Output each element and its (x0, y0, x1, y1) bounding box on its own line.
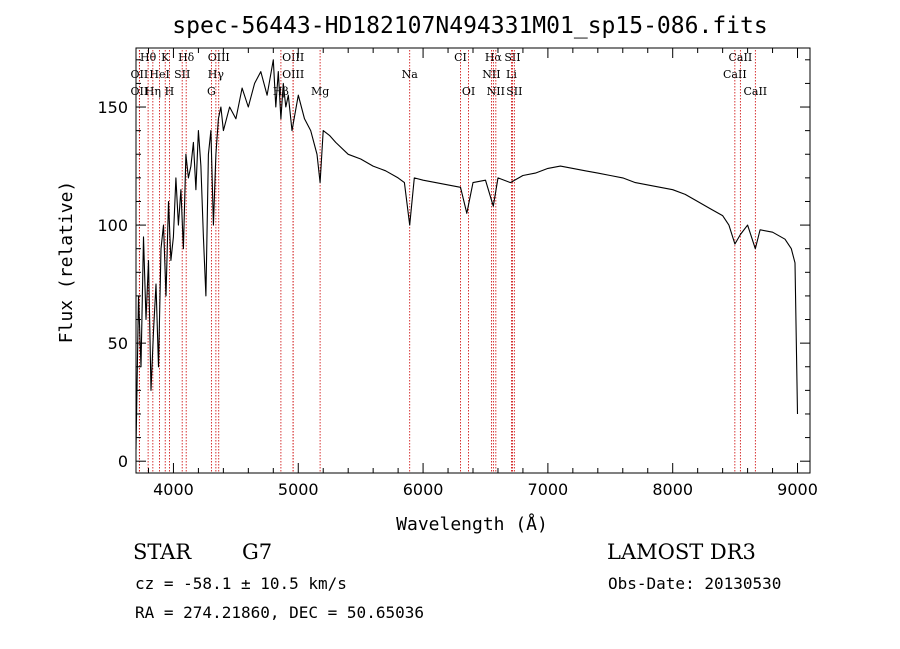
spectral-line-label: Mg (311, 85, 329, 98)
spectral-line-label: SII (504, 51, 520, 64)
spectral-line-label: SII (506, 85, 522, 98)
plot-axes: 4000 5000 6000 7000 8000 9000 0 50 100 150 (97, 47, 818, 499)
x-tick-label: 4000 (153, 480, 194, 499)
x-tick-label: 7000 (528, 480, 569, 499)
x-axis-label: Wavelength (Å) (396, 513, 548, 535)
spectral-line-label: H (165, 85, 175, 98)
y-tick-label: 100 (97, 216, 128, 235)
spectral-line-label: CaII (743, 85, 767, 98)
coordinates: RA = 274.21860, DEC = 50.65036 (135, 603, 424, 622)
observation-date: Obs-Date: 20130530 (608, 574, 782, 593)
spectral-line-label: CI (454, 51, 467, 64)
spectrum-series (135, 59, 799, 450)
spectral-line-label: Hη (145, 85, 161, 98)
spectral-line-label: NII (487, 85, 505, 98)
spectral-line-label: Hθ (140, 51, 157, 64)
redshift-value: cz = -58.1 ± 10.5 km/s (135, 574, 347, 593)
y-tick-label: 0 (118, 452, 128, 471)
x-tick-label: 6000 (403, 480, 444, 499)
spectrum-line (135, 59, 799, 450)
spectral-line-label: OI (462, 85, 475, 98)
spectral-line-label: K (161, 51, 170, 64)
chart-title: spec-56443-HD182107N494331M01_sp15-086.f… (172, 13, 767, 39)
spectral-line-label: HeI (149, 68, 169, 81)
spectral-line-label: OIII (208, 51, 230, 64)
x-tick-label: 8000 (652, 480, 693, 499)
spectral-line-label: OIII (282, 68, 304, 81)
y-axis-label: Flux (relative) (56, 181, 77, 344)
spectral-line-label: OII (131, 85, 149, 98)
spectral-subclass: G7 (242, 540, 273, 564)
y-tick-label: 50 (108, 334, 128, 353)
spectral-line-label: G (207, 85, 216, 98)
spectral-line-label: CaII (723, 68, 747, 81)
survey-name: LAMOST DR3 (607, 540, 756, 564)
y-tick-label: 150 (97, 98, 128, 117)
spectral-line-label: Hα (485, 51, 503, 64)
x-tick-label: 9000 (777, 480, 818, 499)
spectral-line-label: Hδ (178, 51, 195, 64)
spectral-line-label: NII (482, 68, 500, 81)
spectral-line-label: Li (506, 68, 517, 81)
spectral-line-label: Na (402, 68, 419, 81)
spectral-line-label: CaII (729, 51, 753, 64)
x-tick-label: 5000 (278, 480, 319, 499)
spectral-line-label: SII (174, 68, 190, 81)
spectral-line-label: Hγ (208, 68, 225, 81)
object-class: STAR (133, 540, 192, 564)
